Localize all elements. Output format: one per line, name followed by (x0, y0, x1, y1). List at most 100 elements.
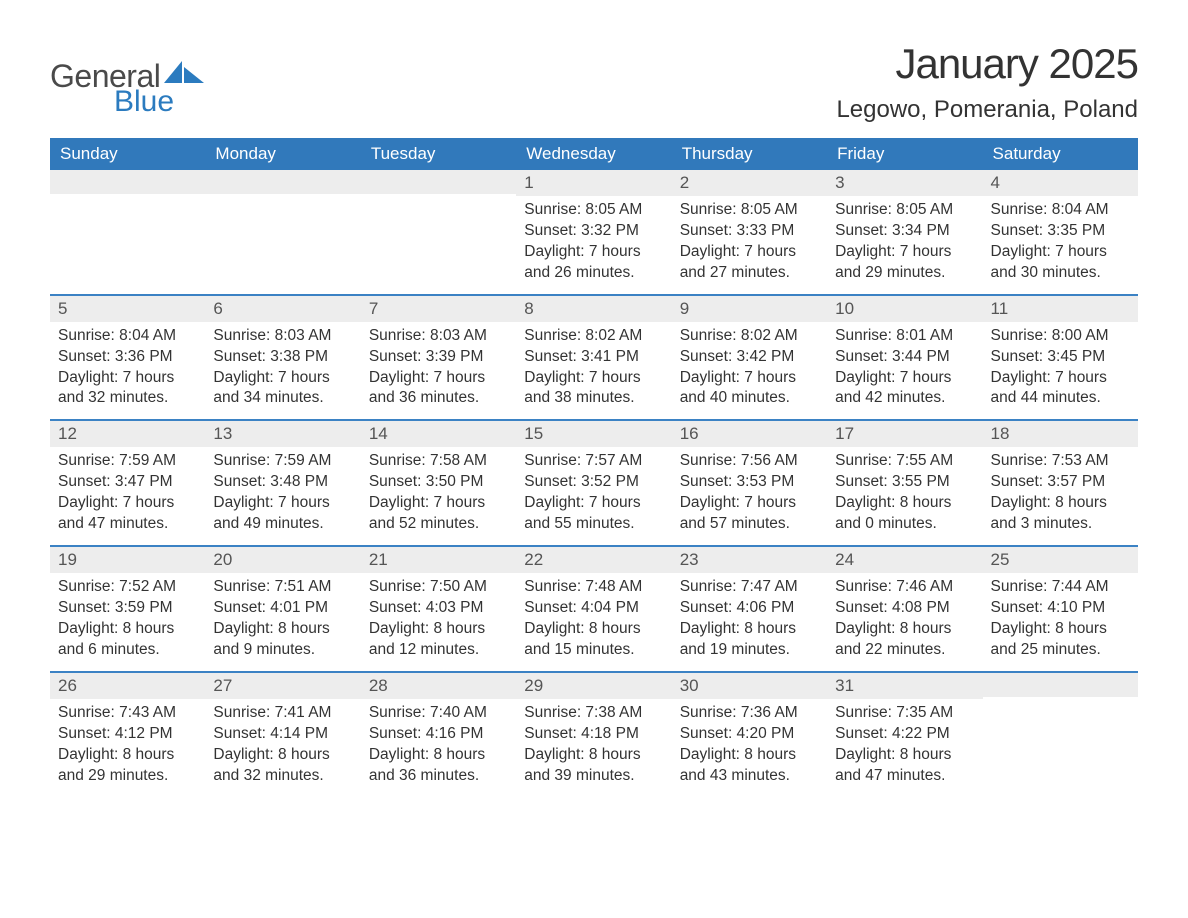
calendar-day-cell: 6Sunrise: 8:03 AMSunset: 3:38 PMDaylight… (205, 296, 360, 420)
day-content: Sunrise: 7:46 AMSunset: 4:08 PMDaylight:… (827, 573, 982, 671)
day-number: 13 (205, 421, 360, 447)
day-line: Sunrise: 7:56 AM (680, 451, 819, 472)
calendar-day-cell: 10Sunrise: 8:01 AMSunset: 3:44 PMDayligh… (827, 296, 982, 420)
day-line: Daylight: 8 hours (835, 619, 974, 640)
calendar-body: 1Sunrise: 8:05 AMSunset: 3:32 PMDaylight… (50, 170, 1138, 796)
day-line: and 34 minutes. (213, 388, 352, 409)
calendar-day-cell: 15Sunrise: 7:57 AMSunset: 3:52 PMDayligh… (516, 421, 671, 545)
day-line: Sunset: 3:48 PM (213, 472, 352, 493)
day-line: and 32 minutes. (213, 766, 352, 787)
day-line: Daylight: 7 hours (680, 368, 819, 389)
calendar-day-cell: 19Sunrise: 7:52 AMSunset: 3:59 PMDayligh… (50, 547, 205, 671)
day-line: Sunset: 3:38 PM (213, 347, 352, 368)
day-line: and 49 minutes. (213, 514, 352, 535)
day-line: and 47 minutes. (835, 766, 974, 787)
day-line: Sunrise: 7:50 AM (369, 577, 508, 598)
day-content (361, 194, 516, 208)
calendar-day-cell: 29Sunrise: 7:38 AMSunset: 4:18 PMDayligh… (516, 673, 671, 797)
day-line: Sunrise: 7:46 AM (835, 577, 974, 598)
calendar-day-cell (205, 170, 360, 294)
day-number: 27 (205, 673, 360, 699)
day-line: Sunrise: 7:55 AM (835, 451, 974, 472)
calendar-day-cell: 20Sunrise: 7:51 AMSunset: 4:01 PMDayligh… (205, 547, 360, 671)
calendar-day-cell: 24Sunrise: 7:46 AMSunset: 4:08 PMDayligh… (827, 547, 982, 671)
day-line: Daylight: 7 hours (369, 368, 508, 389)
day-line: Daylight: 7 hours (524, 493, 663, 514)
calendar-day-cell (50, 170, 205, 294)
calendar-day-cell: 2Sunrise: 8:05 AMSunset: 3:33 PMDaylight… (672, 170, 827, 294)
day-line: Daylight: 8 hours (369, 619, 508, 640)
day-line: and 6 minutes. (58, 640, 197, 661)
day-line: and 25 minutes. (991, 640, 1130, 661)
day-line: and 32 minutes. (58, 388, 197, 409)
day-line: Sunset: 3:33 PM (680, 221, 819, 242)
calendar-day-cell: 27Sunrise: 7:41 AMSunset: 4:14 PMDayligh… (205, 673, 360, 797)
day-content: Sunrise: 8:00 AMSunset: 3:45 PMDaylight:… (983, 322, 1138, 420)
day-line: and 55 minutes. (524, 514, 663, 535)
header: General Blue January 2025 Legowo, Pomera… (50, 40, 1138, 124)
calendar-day-cell: 5Sunrise: 8:04 AMSunset: 3:36 PMDaylight… (50, 296, 205, 420)
day-header: Saturday (983, 138, 1138, 170)
day-content: Sunrise: 8:05 AMSunset: 3:33 PMDaylight:… (672, 196, 827, 294)
day-line: Sunset: 4:08 PM (835, 598, 974, 619)
day-line: Sunset: 4:12 PM (58, 724, 197, 745)
day-content: Sunrise: 7:59 AMSunset: 3:48 PMDaylight:… (205, 447, 360, 545)
day-line: Sunrise: 8:03 AM (213, 326, 352, 347)
day-line: Sunset: 4:14 PM (213, 724, 352, 745)
calendar-day-cell: 7Sunrise: 8:03 AMSunset: 3:39 PMDaylight… (361, 296, 516, 420)
day-content: Sunrise: 8:04 AMSunset: 3:36 PMDaylight:… (50, 322, 205, 420)
day-number: 8 (516, 296, 671, 322)
day-number: 23 (672, 547, 827, 573)
day-line: and 27 minutes. (680, 263, 819, 284)
day-line: Sunset: 3:35 PM (991, 221, 1130, 242)
day-content: Sunrise: 7:58 AMSunset: 3:50 PMDaylight:… (361, 447, 516, 545)
day-content: Sunrise: 7:35 AMSunset: 4:22 PMDaylight:… (827, 699, 982, 797)
calendar-day-cell: 1Sunrise: 8:05 AMSunset: 3:32 PMDaylight… (516, 170, 671, 294)
day-line: Daylight: 8 hours (213, 619, 352, 640)
day-line: Daylight: 8 hours (835, 493, 974, 514)
day-line: and 12 minutes. (369, 640, 508, 661)
day-line: Daylight: 8 hours (991, 493, 1130, 514)
day-content: Sunrise: 8:02 AMSunset: 3:42 PMDaylight:… (672, 322, 827, 420)
day-line: Daylight: 8 hours (524, 745, 663, 766)
day-line: Sunrise: 7:40 AM (369, 703, 508, 724)
day-content: Sunrise: 7:41 AMSunset: 4:14 PMDaylight:… (205, 699, 360, 797)
day-number: 17 (827, 421, 982, 447)
calendar-day-cell: 28Sunrise: 7:40 AMSunset: 4:16 PMDayligh… (361, 673, 516, 797)
day-number: 24 (827, 547, 982, 573)
day-line: and 36 minutes. (369, 388, 508, 409)
day-line: Daylight: 7 hours (991, 368, 1130, 389)
day-number: 21 (361, 547, 516, 573)
day-line: Sunrise: 7:59 AM (213, 451, 352, 472)
day-line: and 40 minutes. (680, 388, 819, 409)
day-number: 12 (50, 421, 205, 447)
day-number: 30 (672, 673, 827, 699)
day-number: 29 (516, 673, 671, 699)
day-line: Daylight: 8 hours (680, 619, 819, 640)
calendar-day-cell: 16Sunrise: 7:56 AMSunset: 3:53 PMDayligh… (672, 421, 827, 545)
calendar-day-cell: 18Sunrise: 7:53 AMSunset: 3:57 PMDayligh… (983, 421, 1138, 545)
day-line: Sunset: 3:57 PM (991, 472, 1130, 493)
day-line: Sunset: 4:20 PM (680, 724, 819, 745)
day-line: and 30 minutes. (991, 263, 1130, 284)
day-line: Sunset: 3:50 PM (369, 472, 508, 493)
day-line: Sunrise: 7:48 AM (524, 577, 663, 598)
day-content: Sunrise: 8:03 AMSunset: 3:39 PMDaylight:… (361, 322, 516, 420)
day-number: 5 (50, 296, 205, 322)
day-content (50, 194, 205, 208)
day-line: and 15 minutes. (524, 640, 663, 661)
day-header: Monday (205, 138, 360, 170)
day-line: and 38 minutes. (524, 388, 663, 409)
day-line: Sunrise: 7:58 AM (369, 451, 508, 472)
calendar-day-cell: 12Sunrise: 7:59 AMSunset: 3:47 PMDayligh… (50, 421, 205, 545)
calendar-header-row: SundayMondayTuesdayWednesdayThursdayFrid… (50, 138, 1138, 170)
day-line: Daylight: 8 hours (213, 745, 352, 766)
day-line: and 44 minutes. (991, 388, 1130, 409)
day-line: Sunset: 3:53 PM (680, 472, 819, 493)
day-content: Sunrise: 7:44 AMSunset: 4:10 PMDaylight:… (983, 573, 1138, 671)
day-line: Daylight: 8 hours (524, 619, 663, 640)
day-content: Sunrise: 8:04 AMSunset: 3:35 PMDaylight:… (983, 196, 1138, 294)
calendar-week: 12Sunrise: 7:59 AMSunset: 3:47 PMDayligh… (50, 419, 1138, 545)
day-line: Sunrise: 8:04 AM (991, 200, 1130, 221)
day-line: Daylight: 7 hours (680, 493, 819, 514)
